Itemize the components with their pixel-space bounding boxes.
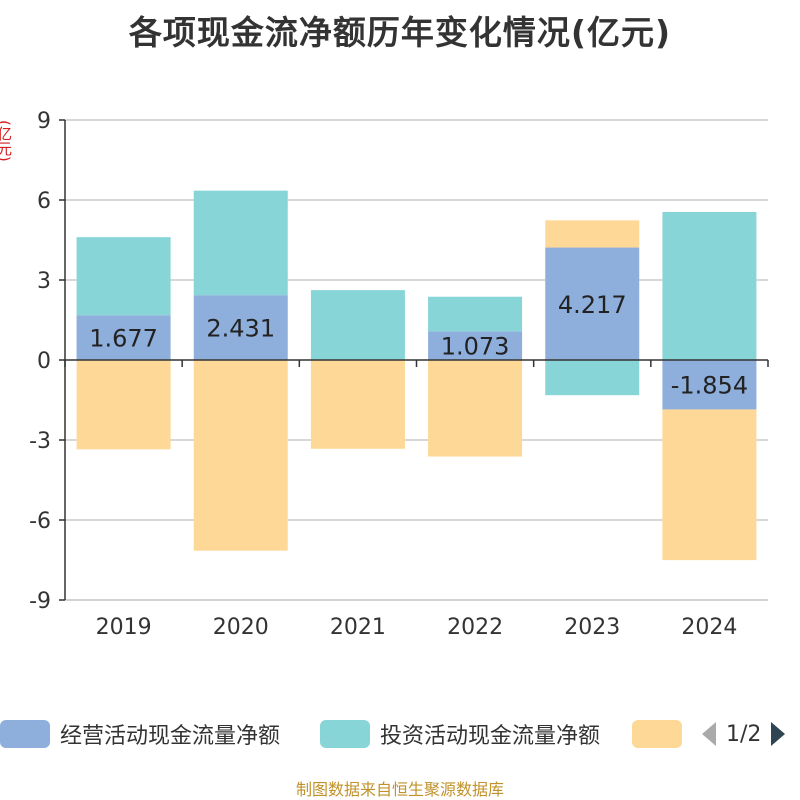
y-tick-label: 3 <box>37 269 51 294</box>
legend-pager: 1/2 <box>700 716 787 752</box>
cash-flow-chart: 9 6 3 0 -3 -6 -9 2019 2020 2021 2022 2023 2024 1.677… <box>29 109 769 640</box>
y-tick-label: -9 <box>29 589 51 614</box>
y-tick-label: 0 <box>37 349 51 374</box>
legend-next-icon[interactable] <box>769 721 787 747</box>
bar-2023-series-0[interactable] <box>545 247 640 360</box>
bar-2022-series-2[interactable] <box>428 360 523 457</box>
data-label-2019: 1.677 <box>89 325 158 353</box>
bar-2024-series-2[interactable] <box>662 409 757 561</box>
legend-swatch-financing <box>632 720 682 748</box>
bar-2022-series-1[interactable] <box>428 296 523 332</box>
legend-swatch-investing <box>320 720 370 748</box>
bar-marks <box>76 190 757 561</box>
legend-item-financing[interactable] <box>632 716 692 752</box>
x-tick-label: 2022 <box>447 615 503 640</box>
legend-swatch-operating <box>0 720 50 748</box>
legend-item-investing[interactable]: 投资活动现金流量净额 <box>320 716 600 752</box>
bar-2020-series-0[interactable] <box>193 295 288 360</box>
legend: 经营活动现金流量净额 投资活动现金流量净额 1/2 <box>0 716 800 756</box>
x-tick-label: 2021 <box>330 615 386 640</box>
x-tick-label: 2020 <box>213 615 269 640</box>
grid-lines <box>65 119 768 601</box>
data-label-2022: 1.073 <box>441 333 510 361</box>
data-label-2023: 4.217 <box>558 291 627 319</box>
bar-2021-series-1[interactable] <box>310 290 405 360</box>
y-tick-label: -3 <box>29 429 51 454</box>
y-tick-label: 6 <box>37 189 51 214</box>
x-tick-label: 2023 <box>564 615 620 640</box>
y-axis-unit-label: (亿元) <box>0 120 13 162</box>
legend-page-indicator: 1/2 <box>726 721 762 747</box>
x-tick-label: 2019 <box>96 615 152 640</box>
bar-2022-series-0[interactable] <box>428 331 523 360</box>
legend-item-operating[interactable]: 经营活动现金流量净额 <box>0 716 280 752</box>
x-tick-label: 2024 <box>681 615 737 640</box>
legend-label-investing: 投资活动现金流量净额 <box>380 724 601 749</box>
chart-title: 各项现金流净额历年变化情况(亿元) <box>128 13 672 52</box>
data-labels: 1.677 2.431 1.073 4.217 -1.854 <box>89 291 748 400</box>
legend-label-operating: 经营活动现金流量净额 <box>60 724 281 749</box>
bar-2023-series-1[interactable] <box>545 360 640 396</box>
axes: 9 6 3 0 -3 -6 -9 2019 2020 2021 2022 2023 2024 <box>29 109 769 640</box>
bar-2021-series-2[interactable] <box>310 360 405 449</box>
bar-2024-series-0[interactable] <box>662 360 757 410</box>
bar-2020-series-1[interactable] <box>193 190 288 296</box>
source-footer: 制图数据来自恒生聚源数据库 <box>295 780 504 799</box>
y-tick-label: -6 <box>29 509 51 534</box>
bar-2024-series-1[interactable] <box>662 212 757 360</box>
bar-2019-series-2[interactable] <box>76 360 171 450</box>
bar-2019-series-1[interactable] <box>76 237 171 316</box>
legend-prev-icon[interactable] <box>700 721 718 747</box>
bar-2023-series-2[interactable] <box>545 220 640 248</box>
bar-2020-series-2[interactable] <box>193 360 288 551</box>
data-label-2024: -1.854 <box>671 372 748 400</box>
data-label-2020: 2.431 <box>206 315 275 343</box>
bar-2019-series-0[interactable] <box>76 315 171 360</box>
y-tick-label: 9 <box>37 109 51 134</box>
